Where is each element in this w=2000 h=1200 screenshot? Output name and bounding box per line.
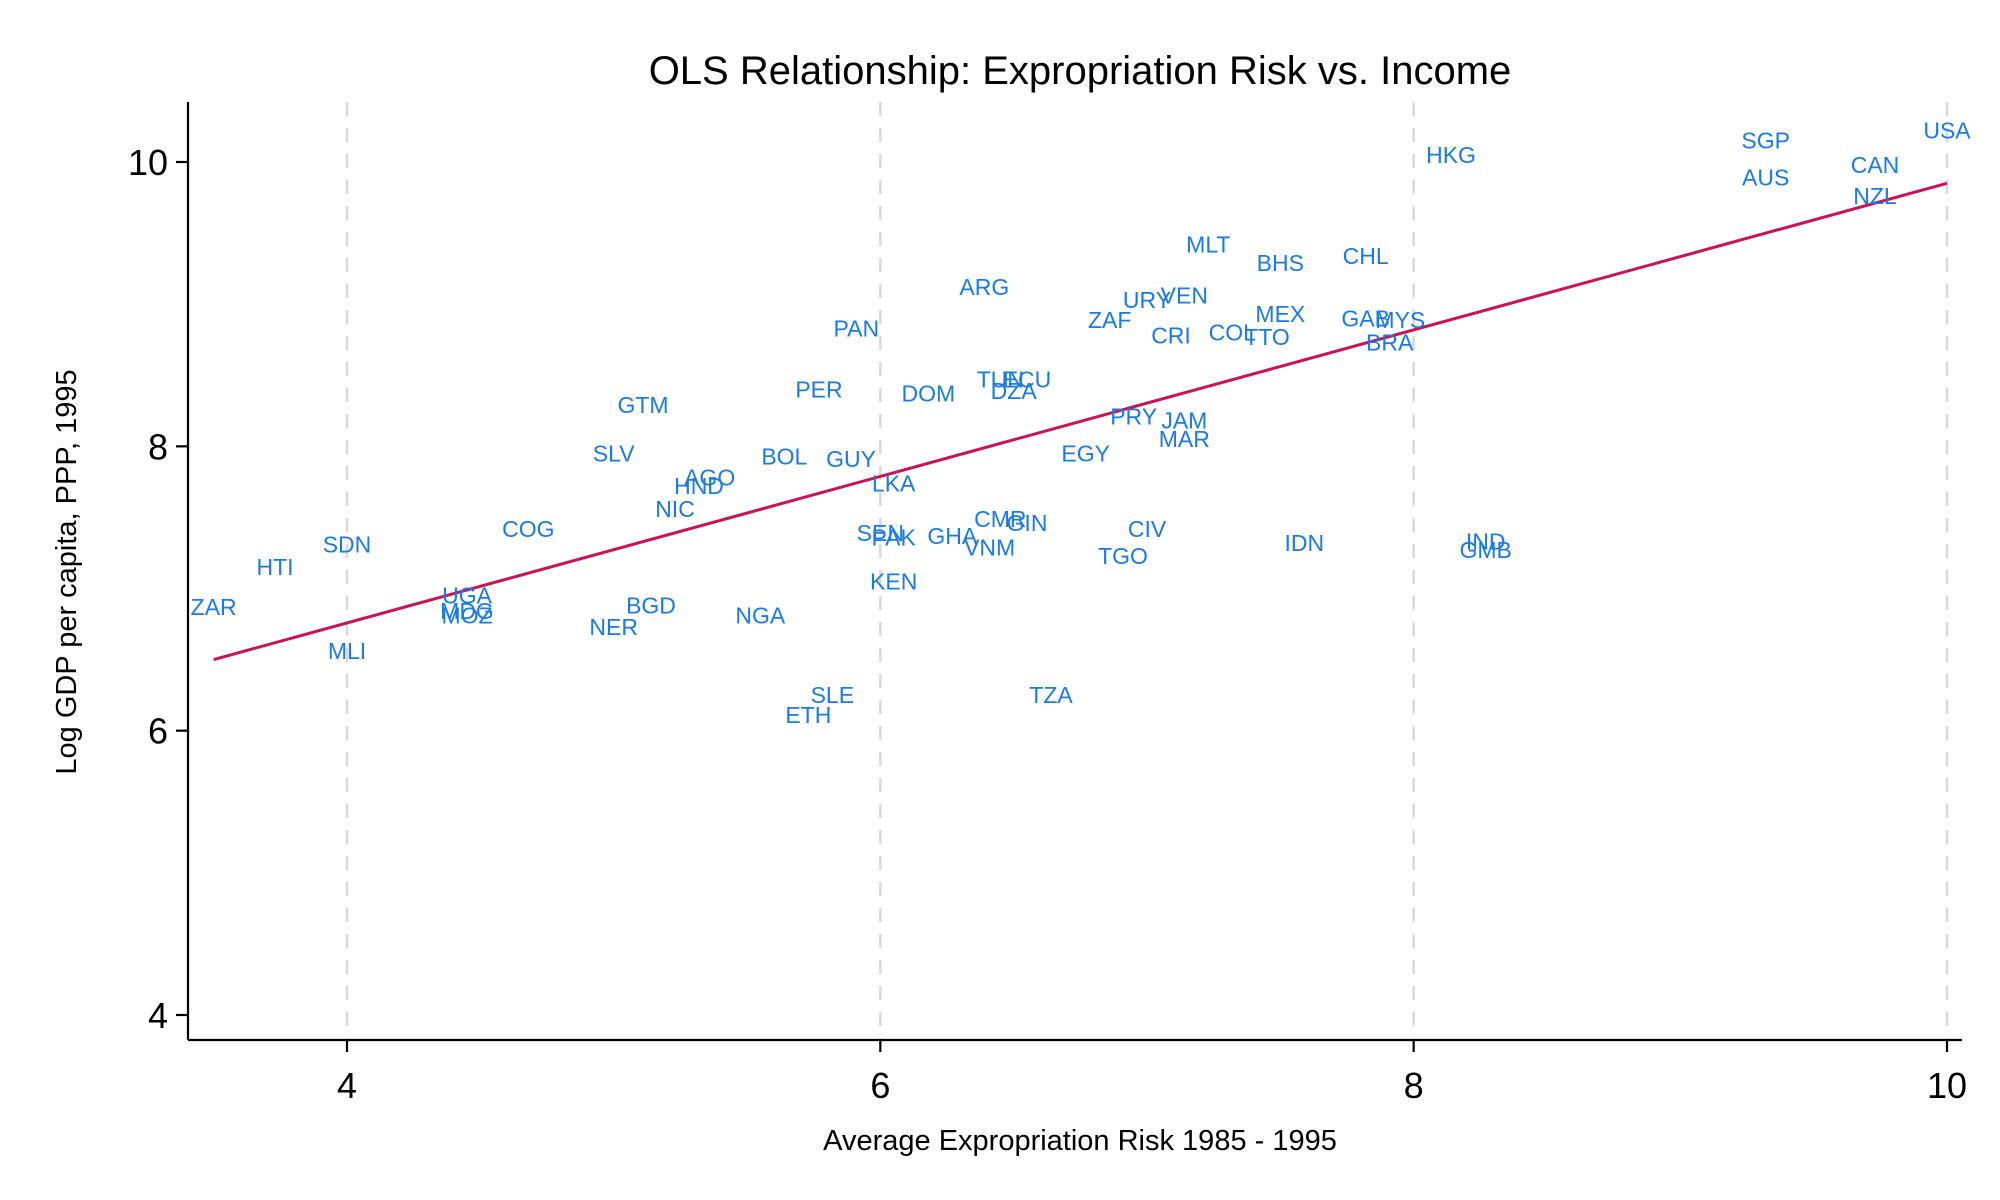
point-label-ind: IND <box>1466 529 1506 555</box>
point-label-hkg: HKG <box>1426 142 1476 168</box>
point-label-tto: TTO <box>1244 324 1290 350</box>
point-label-dom: DOM <box>901 381 955 407</box>
point-label-nga: NGA <box>735 603 786 629</box>
point-label-sle: SLE <box>811 682 854 708</box>
y-axis-label: Log GDP per capita, PPP, 1995 <box>51 369 83 774</box>
point-label-ago: AGO <box>684 465 735 491</box>
ols-fit-line <box>213 181 1948 662</box>
x-tick-label: 8 <box>1404 1065 1424 1106</box>
point-label-tun: TUN <box>977 367 1024 393</box>
grid-layer <box>345 102 1949 1040</box>
point-label-usa: USA <box>1923 118 1971 144</box>
point-label-slv: SLV <box>593 440 635 466</box>
point-label-mex: MEX <box>1255 301 1305 327</box>
point-label-tza: TZA <box>1029 682 1073 708</box>
point-label-chl: CHL <box>1343 243 1389 269</box>
point-label-mli: MLI <box>328 638 366 664</box>
point-label-bra: BRA <box>1366 330 1414 356</box>
point-label-lka: LKA <box>872 470 916 496</box>
fit-layer <box>213 181 1948 662</box>
y-tick-label: 8 <box>148 426 168 467</box>
point-label-arg: ARG <box>959 274 1009 300</box>
point-label-civ: CIV <box>1128 516 1167 542</box>
point-label-sdn: SDN <box>323 531 372 557</box>
point-label-mlt: MLT <box>1186 231 1230 257</box>
point-label-eth: ETH <box>785 702 831 728</box>
y-tick-label: 6 <box>148 711 168 752</box>
point-label-gtm: GTM <box>617 392 668 418</box>
point-label-bgd: BGD <box>626 593 676 619</box>
x-tick-label: 10 <box>1927 1065 1967 1106</box>
point-label-zar: ZAR <box>191 594 237 620</box>
point-label-per: PER <box>795 376 842 402</box>
point-label-ecu: ECU <box>1003 367 1052 393</box>
point-label-ner: NER <box>589 614 638 640</box>
point-label-bol: BOL <box>761 443 807 469</box>
point-label-gin: GIN <box>1007 510 1048 536</box>
point-label-bhs: BHS <box>1257 250 1304 276</box>
point-label-ven: VEN <box>1161 283 1208 309</box>
point-label-moz: MOZ <box>441 603 492 629</box>
point-label-pry: PRY <box>1110 403 1157 429</box>
point-label-tgo: TGO <box>1098 543 1148 569</box>
point-label-uga: UGA <box>442 583 493 609</box>
point-label-aus: AUS <box>1742 165 1789 191</box>
point-label-col: COL <box>1209 320 1257 346</box>
axis-layer <box>186 102 1962 1042</box>
point-label-gha: GHA <box>927 523 978 549</box>
y-tick-label: 4 <box>148 995 168 1036</box>
chart-title: OLS Relationship: Expropriation Risk vs.… <box>649 49 1512 93</box>
point-label-egy: EGY <box>1061 440 1110 466</box>
point-label-guy: GUY <box>826 446 876 472</box>
point-label-can: CAN <box>1851 152 1900 178</box>
point-label-cmr: CMR <box>974 506 1026 532</box>
point-label-sen: SEN <box>857 520 904 546</box>
y-tick-label: 10 <box>128 142 168 183</box>
point-label-cog: COG <box>502 516 554 542</box>
point-label-nic: NIC <box>655 496 695 522</box>
point-layer: ZARHTISDNMLIUGAMDGMOZCOGSLVNERGTMBGDNICH… <box>191 118 1972 728</box>
point-label-dza: DZA <box>991 378 1038 404</box>
x-tick-label: 6 <box>870 1065 890 1106</box>
point-label-pan: PAN <box>834 315 880 341</box>
x-axis-label: Average Expropriation Risk 1985 - 1995 <box>823 1125 1337 1157</box>
point-label-gab: GAB <box>1341 305 1390 331</box>
point-label-idn: IDN <box>1285 530 1325 556</box>
point-label-cri: CRI <box>1151 322 1191 348</box>
point-label-zaf: ZAF <box>1088 307 1131 333</box>
x-tick-label: 4 <box>337 1065 357 1106</box>
point-label-nzl: NZL <box>1853 183 1897 209</box>
point-label-vnm: VNM <box>964 534 1015 560</box>
point-label-ury: URY <box>1123 287 1171 313</box>
point-label-hnd: HND <box>674 473 724 499</box>
point-label-mar: MAR <box>1159 426 1210 452</box>
point-label-sgp: SGP <box>1741 128 1790 154</box>
tick-layer: 4 6 8 10 4 6 8 10 <box>128 142 1967 1106</box>
point-label-jam: JAM <box>1161 408 1207 434</box>
point-label-ken: KEN <box>870 568 917 594</box>
point-label-gmb: GMB <box>1459 537 1511 563</box>
point-label-mdg: MDG <box>440 598 494 624</box>
point-label-mys: MYS <box>1375 307 1425 333</box>
point-label-hti: HTI <box>256 554 293 580</box>
point-label-pak: PAK <box>872 524 917 550</box>
